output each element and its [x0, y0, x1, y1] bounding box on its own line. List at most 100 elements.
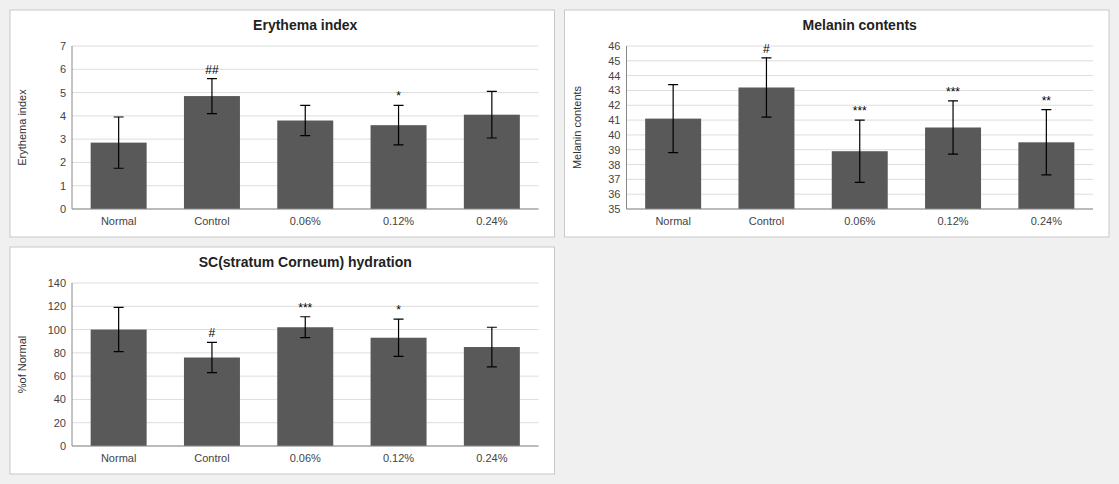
error-bar	[855, 120, 865, 182]
error-bar	[948, 101, 958, 154]
grid-line	[627, 46, 1094, 47]
grid-line	[627, 75, 1094, 76]
y-tick-label: 40	[608, 129, 620, 141]
annotation: ***	[946, 85, 960, 99]
y-axis-line	[72, 283, 73, 446]
bar	[277, 327, 333, 446]
annotation: *	[396, 303, 401, 317]
error-bar	[394, 319, 404, 356]
grid-line	[72, 446, 539, 447]
x-tick-label: 0.06%	[290, 215, 321, 227]
y-tick-label: 6	[60, 63, 66, 75]
error-bar	[300, 105, 310, 135]
title: SC(stratum Corneum) hydration	[199, 254, 412, 270]
x-tick-label: 0.06%	[290, 452, 321, 464]
x-tick-label: Control	[749, 215, 784, 227]
x-axis-line	[72, 209, 539, 210]
y-tick-label: 35	[608, 203, 620, 215]
x-tick-label: Normal	[655, 215, 690, 227]
panel: SC(stratum Corneum) hydration %of Normal 0…	[10, 247, 555, 474]
error-bar	[761, 58, 771, 117]
panel: Melanin contents Melanin contents 35 36 37 38…	[565, 10, 1110, 237]
x-tick-label: Normal	[101, 215, 136, 227]
y-tick-label: 4	[60, 110, 66, 122]
annotation: **	[1042, 94, 1052, 108]
panel-background	[10, 247, 555, 474]
x-tick-label: 0.24%	[476, 215, 507, 227]
error-bar	[300, 317, 310, 338]
y-tick-label: 100	[48, 324, 66, 336]
y-tick-label: 36	[608, 188, 620, 200]
error-bar	[394, 105, 404, 145]
x-tick-label: 0.12%	[383, 452, 414, 464]
title: Erythema index	[253, 17, 357, 33]
grid-line	[72, 46, 539, 47]
y-tick-label: 0	[60, 203, 66, 215]
panel-background	[565, 10, 1110, 237]
grid-line	[72, 92, 539, 93]
annotation: ***	[853, 104, 867, 118]
annotation: ***	[298, 301, 312, 315]
panel: Erythema index Erythema index 0 1 2 3 4 5 6 7 Norm…	[10, 10, 555, 237]
annotation: *	[396, 89, 401, 103]
y-tick-label: 40	[54, 393, 66, 405]
y-axis-label: %of Normal	[16, 336, 28, 393]
error-bar	[668, 85, 678, 153]
y-tick-label: 37	[608, 173, 620, 185]
grid-line	[72, 69, 539, 70]
y-tick-label: 120	[48, 300, 66, 312]
grid-line	[72, 283, 539, 284]
y-tick-label: 45	[608, 55, 620, 67]
x-tick-label: Control	[194, 215, 229, 227]
x-tick-label: 0.12%	[383, 215, 414, 227]
y-tick-label: 5	[60, 87, 66, 99]
error-bar	[207, 79, 217, 114]
x-tick-label: Normal	[101, 452, 136, 464]
error-bar	[487, 91, 497, 138]
y-tick-label: 44	[608, 70, 620, 82]
grid-line	[627, 60, 1094, 61]
bar	[184, 96, 240, 209]
y-tick-label: 0	[60, 440, 66, 452]
y-tick-label: 1	[60, 180, 66, 192]
x-axis-line	[72, 446, 539, 447]
annotation: #	[209, 326, 216, 340]
grid-line	[72, 209, 539, 210]
y-tick-label: 39	[608, 144, 620, 156]
x-tick-label: 0.24%	[1031, 215, 1062, 227]
x-axis-line	[627, 209, 1094, 210]
y-tick-label: 20	[54, 417, 66, 429]
error-bar	[1041, 110, 1051, 175]
y-tick-label: 7	[60, 40, 66, 52]
plot-area	[91, 307, 520, 446]
annotation: ##	[205, 63, 219, 77]
x-tick-label: 0.24%	[476, 452, 507, 464]
y-tick-label: 43	[608, 84, 620, 96]
plot-area	[91, 79, 520, 209]
y-tick-label: 38	[608, 159, 620, 171]
y-axis-line	[626, 46, 627, 209]
x-tick-label: Control	[194, 452, 229, 464]
y-tick-label: 41	[608, 114, 620, 126]
error-bar	[114, 307, 124, 351]
panel-background	[10, 10, 555, 237]
y-tick-label: 3	[60, 133, 66, 145]
grid-line	[627, 90, 1094, 91]
error-bar	[207, 342, 217, 372]
x-tick-label: 0.06%	[844, 215, 875, 227]
plot-area	[645, 58, 1074, 209]
y-tick-label: 140	[48, 277, 66, 289]
y-tick-label: 80	[54, 347, 66, 359]
error-bar	[487, 327, 497, 367]
grid-line	[627, 209, 1094, 210]
figure: Erythema indexErythema index01234567Norm…	[0, 0, 1119, 484]
y-axis-line	[72, 46, 73, 209]
x-tick-label: 0.12%	[937, 215, 968, 227]
title: Melanin contents	[803, 17, 918, 33]
annotation: #	[763, 42, 770, 56]
y-axis-label: Erythema index	[16, 89, 28, 166]
y-tick-label: 42	[608, 99, 620, 111]
y-tick-label: 2	[60, 156, 66, 168]
error-bar	[114, 117, 124, 168]
y-axis-label: Melanin contents	[571, 85, 583, 169]
